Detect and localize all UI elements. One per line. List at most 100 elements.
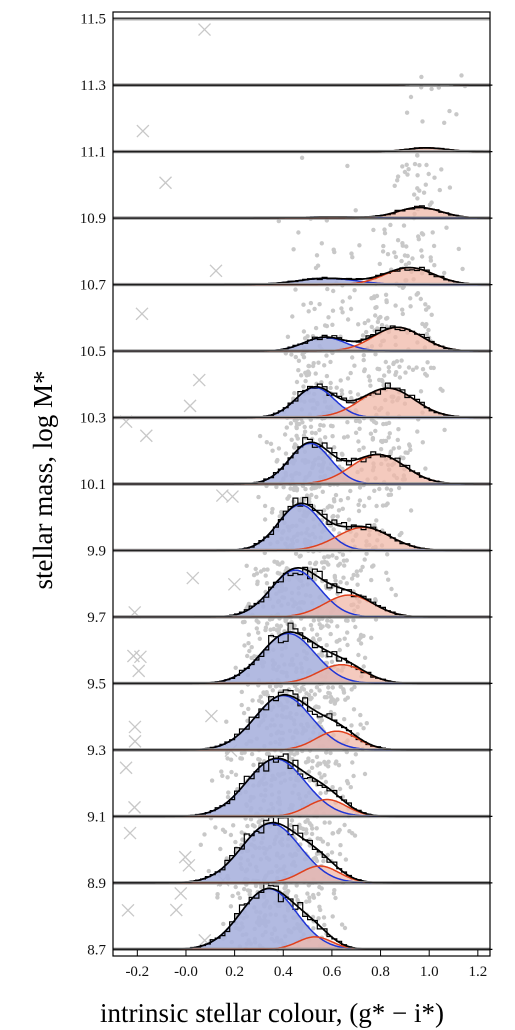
- scatter-point: [276, 627, 282, 632]
- outlier-cross: [178, 850, 192, 864]
- scatter-point: [301, 626, 307, 632]
- scatter-point: [397, 364, 402, 369]
- scatter-point: [400, 307, 405, 312]
- scatter-point: [392, 250, 397, 255]
- scatter-point: [384, 316, 389, 321]
- scatter-point: [374, 518, 379, 523]
- scatter-point: [274, 484, 279, 490]
- outlier-cross: [204, 709, 218, 723]
- scatter-point: [340, 506, 345, 511]
- scatter-point: [253, 566, 258, 572]
- outlier-stroke: [135, 307, 149, 321]
- scatter-point: [233, 772, 239, 777]
- scatter-point: [345, 420, 350, 425]
- scatter-point: [419, 231, 425, 236]
- x-tick-label: 0.6: [323, 964, 342, 980]
- scatter-point: [432, 263, 437, 268]
- scatter-point: [224, 856, 229, 861]
- scatter-point: [213, 825, 218, 830]
- scatter-point: [304, 691, 309, 696]
- scatter-point: [321, 915, 327, 920]
- scatter-point: [428, 255, 433, 260]
- scatter-point: [231, 823, 236, 828]
- blue-component-fill: [113, 504, 490, 551]
- scatter-point: [291, 247, 296, 252]
- outlier-cross: [128, 734, 142, 748]
- scatter-point: [373, 428, 378, 434]
- scatter-point: [330, 785, 335, 790]
- scatter-point: [321, 423, 326, 428]
- panels-layer: [113, 83, 493, 951]
- scatter-point: [301, 302, 306, 307]
- scatter-point: [252, 654, 257, 659]
- outlier-cross: [123, 826, 137, 840]
- scatter-point: [330, 308, 336, 313]
- scatter-point: [305, 891, 310, 896]
- scatter-point: [246, 601, 252, 607]
- scatter-point: [424, 162, 429, 168]
- scatter-point: [289, 818, 295, 823]
- outlier-stroke: [182, 858, 196, 872]
- scatter-point: [358, 568, 363, 573]
- scatter-point: [395, 437, 400, 443]
- scatter-point: [332, 575, 338, 580]
- scatter-point: [322, 508, 327, 513]
- scatter-point: [389, 586, 394, 592]
- scatter-point: [307, 895, 312, 900]
- scatter-point: [258, 694, 263, 699]
- scatter-point: [429, 86, 434, 92]
- scatter-point: [430, 230, 435, 235]
- blue-component-fill: [113, 823, 490, 883]
- scatter-point: [412, 161, 418, 167]
- scatter-point: [442, 427, 447, 433]
- scatter-point: [333, 761, 338, 766]
- scatter-point: [381, 438, 386, 444]
- scatter-point: [321, 565, 326, 571]
- scatter-point: [345, 376, 351, 381]
- scatter-point: [276, 446, 282, 451]
- scatter-point: [307, 560, 313, 566]
- scatter-point: [325, 286, 330, 292]
- scatter-point: [332, 888, 337, 893]
- scatter-point: [442, 120, 447, 126]
- scatter-point: [338, 684, 343, 689]
- scatter-point: [357, 426, 362, 431]
- scatter-point: [339, 306, 344, 311]
- scatter-point: [318, 422, 323, 428]
- scatter-point: [270, 448, 275, 453]
- y-tick-label: 9.3: [87, 743, 106, 759]
- scatter-point: [298, 553, 303, 558]
- scatter-point: [239, 702, 244, 708]
- scatter-point: [339, 451, 345, 456]
- scatter-point: [317, 637, 323, 642]
- red-component-fill: [113, 454, 490, 484]
- scatter-point: [275, 570, 280, 576]
- scatter-point: [312, 705, 318, 710]
- scatter-point: [257, 433, 263, 439]
- scatter-point: [279, 509, 284, 515]
- scatter-point: [285, 334, 291, 339]
- scatter-point: [237, 895, 243, 901]
- scatter-point: [283, 883, 288, 889]
- scatter-point: [331, 527, 336, 532]
- outlier-stroke: [198, 23, 211, 36]
- scatter-point: [313, 325, 319, 331]
- scatter-point: [341, 688, 346, 693]
- y-tick-label: 10.1: [80, 477, 106, 493]
- scatter-point: [429, 312, 434, 317]
- scatter-point: [372, 295, 377, 300]
- scatter-point: [356, 502, 361, 507]
- scatter-point: [367, 378, 373, 383]
- scatter-point: [369, 417, 374, 422]
- scatter-point: [373, 352, 378, 357]
- scatter-point: [259, 883, 264, 889]
- scatter-point: [339, 922, 345, 927]
- scatter-point: [215, 895, 220, 900]
- scatter-point: [349, 251, 354, 256]
- outlier-stroke: [132, 664, 146, 678]
- scatter-point: [319, 380, 324, 385]
- scatter-point: [280, 560, 285, 565]
- scatter-point: [357, 419, 362, 424]
- y-tick-label: 8.7: [87, 942, 106, 958]
- scatter-point: [281, 485, 286, 490]
